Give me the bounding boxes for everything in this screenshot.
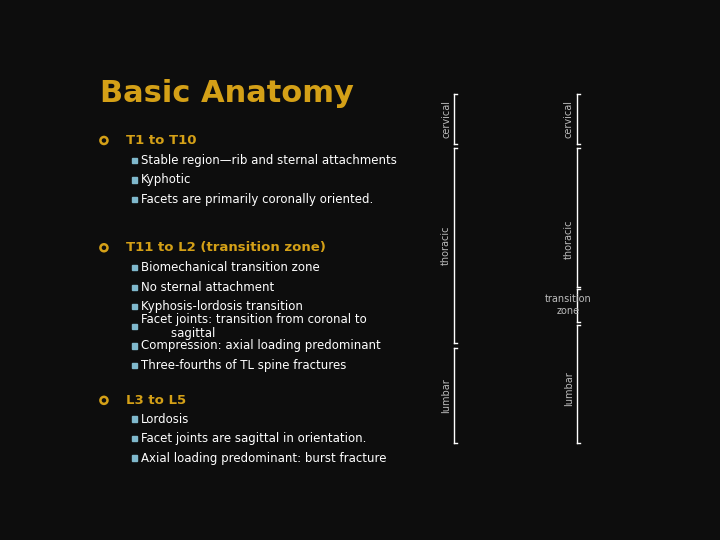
- Text: cervical: cervical: [441, 100, 451, 138]
- Text: Facet joints: transition from coronal to
        sagittal: Facet joints: transition from coronal to…: [141, 313, 367, 340]
- Text: thoracic: thoracic: [441, 226, 451, 266]
- Bar: [132, 416, 138, 422]
- Bar: [132, 304, 138, 309]
- Text: L3 to L5: L3 to L5: [126, 394, 186, 407]
- Text: cervical: cervical: [564, 100, 574, 138]
- Bar: [132, 455, 138, 461]
- Text: Kyphotic: Kyphotic: [141, 173, 192, 186]
- Bar: [132, 285, 138, 290]
- Text: Three-fourths of TL spine fractures: Three-fourths of TL spine fractures: [141, 359, 347, 372]
- Text: transition
zone: transition zone: [545, 294, 592, 316]
- Bar: [132, 323, 138, 329]
- Bar: [132, 436, 138, 441]
- Text: T11 to L2 (transition zone): T11 to L2 (transition zone): [126, 241, 326, 254]
- Text: lumbar: lumbar: [441, 378, 451, 413]
- Text: Compression: axial loading predominant: Compression: axial loading predominant: [141, 339, 381, 353]
- Text: Facets are primarily coronally oriented.: Facets are primarily coronally oriented.: [141, 193, 374, 206]
- Text: Basic Anatomy: Basic Anatomy: [100, 79, 354, 109]
- Text: thoracic: thoracic: [564, 220, 574, 259]
- Text: T1 to T10: T1 to T10: [126, 134, 197, 147]
- Text: Kyphosis-lordosis transition: Kyphosis-lordosis transition: [141, 300, 303, 313]
- Bar: [132, 158, 138, 163]
- Text: Stable region—rib and sternal attachments: Stable region—rib and sternal attachment…: [141, 154, 397, 167]
- Bar: [132, 265, 138, 271]
- Text: No sternal attachment: No sternal attachment: [141, 281, 274, 294]
- Text: lumbar: lumbar: [564, 372, 574, 407]
- Bar: [132, 343, 138, 349]
- Bar: [132, 197, 138, 202]
- Text: Lordosis: Lordosis: [141, 413, 189, 426]
- Bar: [132, 363, 138, 368]
- Text: Biomechanical transition zone: Biomechanical transition zone: [141, 261, 320, 274]
- Text: Facet joints are sagittal in orientation.: Facet joints are sagittal in orientation…: [141, 432, 366, 445]
- Bar: [132, 177, 138, 183]
- Text: Axial loading predominant: burst fracture: Axial loading predominant: burst fractur…: [141, 451, 387, 464]
